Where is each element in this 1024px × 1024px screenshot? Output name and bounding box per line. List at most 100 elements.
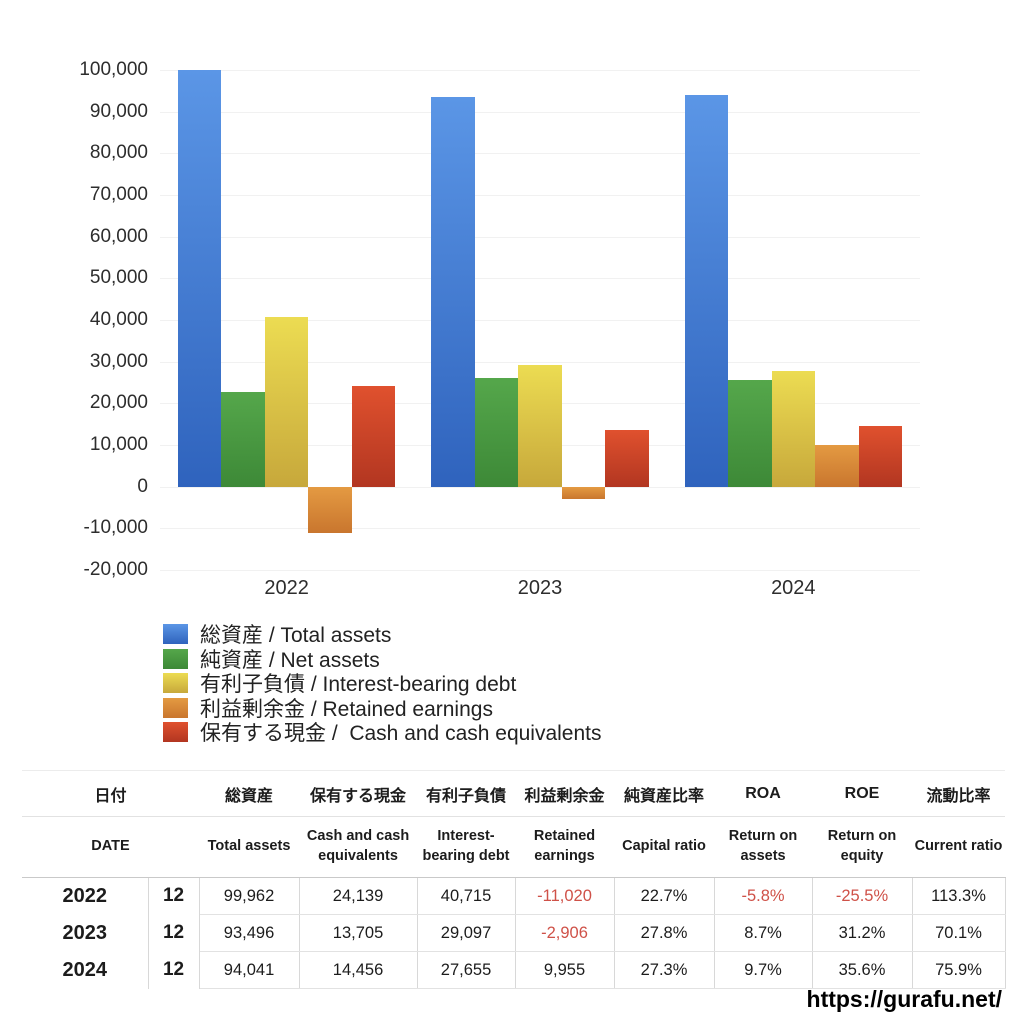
column-header: 総資産 bbox=[199, 770, 300, 817]
cell-value: 93,496 bbox=[199, 914, 300, 952]
column-header: Total assets bbox=[199, 816, 300, 878]
cell-value: 31.2% bbox=[812, 914, 913, 952]
legend-item: 有利子負債 / Interest-bearing debt bbox=[163, 671, 602, 696]
column-header: Current ratio bbox=[912, 816, 1006, 878]
column-header: 保有する現金 bbox=[299, 770, 418, 817]
y-axis-tick: 90,000 bbox=[89, 100, 148, 122]
column-header: 流動比率 bbox=[912, 770, 1006, 817]
bar-2024-series1 bbox=[728, 379, 772, 487]
cell-value: 8.7% bbox=[714, 914, 813, 952]
cell-value: 27.3% bbox=[614, 951, 715, 989]
column-header: DATE bbox=[22, 816, 200, 878]
column-header: ROA bbox=[714, 770, 813, 817]
legend-item: 保有する現金 / Cash and cash equivalents bbox=[163, 720, 602, 745]
cell-value: 14,456 bbox=[299, 951, 418, 989]
gridline bbox=[160, 70, 920, 71]
cell-value: 9,955 bbox=[515, 951, 615, 989]
legend-swatch-icon bbox=[163, 722, 188, 743]
cell-value: 24,139 bbox=[299, 877, 418, 915]
x-axis-label: 2023 bbox=[517, 577, 563, 599]
gridline bbox=[160, 195, 920, 196]
gridline bbox=[160, 278, 920, 280]
cell-value: 40,715 bbox=[417, 877, 516, 915]
y-axis-tick: 10,000 bbox=[89, 434, 148, 455]
chart-legend: 総資産 / Total assets 純資産 / Net assets 有利子負債 … bbox=[163, 622, 602, 745]
column-header: Return on equity bbox=[812, 816, 913, 878]
column-header: ROE bbox=[812, 770, 913, 817]
cell-value: 27,655 bbox=[417, 951, 516, 989]
x-axis-label: 2022 bbox=[264, 577, 309, 599]
gridline bbox=[160, 528, 920, 530]
bar-2023-series1 bbox=[474, 378, 519, 487]
table-header-row-jp: 日付 総資産 保有する現金 有利子負債 利益剰余金 純資産比率 ROA ROE 流動比率 bbox=[22, 770, 1006, 817]
column-header: 有利子負債 bbox=[417, 770, 516, 817]
cell-value: -25.5% bbox=[812, 877, 913, 915]
x-axis-label: 2024 bbox=[771, 577, 816, 599]
bar-2022-series3 bbox=[308, 486, 352, 533]
gridline bbox=[160, 236, 920, 238]
cell-month: 12 bbox=[148, 877, 200, 915]
bar-2023-series3 bbox=[561, 486, 606, 499]
legend-label: 利益剰余金 / Retained earnings bbox=[200, 697, 493, 721]
bar-2024-series0 bbox=[684, 94, 729, 487]
financials-table: 日付 総資産 保有する現金 有利子負債 利益剰余金 純資産比率 ROA ROE 流動比率 DATE… bbox=[22, 770, 1006, 989]
bar-2023-series0 bbox=[431, 97, 475, 487]
y-axis-tick: 100,000 bbox=[79, 59, 148, 80]
y-axis-tick: 0 bbox=[137, 475, 148, 497]
table-header-row-en: DATE Total assets Cash and cash equivalent… bbox=[22, 816, 1006, 878]
gridline bbox=[160, 320, 920, 321]
cell-value: -5.8% bbox=[714, 877, 813, 915]
column-header: 純資産比率 bbox=[614, 770, 715, 817]
cell-value: 13,705 bbox=[299, 914, 418, 952]
bar-2023-series2 bbox=[518, 365, 562, 487]
table-row: 2024 12 94,041 14,456 27,655 9,955 27.3% 9.7% 35… bbox=[22, 951, 1006, 989]
bar-2023-series4 bbox=[605, 429, 649, 487]
column-header: Cash and cash equivalents bbox=[299, 816, 418, 878]
legend-swatch-icon bbox=[163, 648, 188, 669]
cell-value: 22.7% bbox=[614, 877, 715, 915]
site-url: https://gurafu.net/ bbox=[806, 986, 1002, 1012]
y-axis-tick: 40,000 bbox=[89, 309, 148, 330]
cell-value: 99,962 bbox=[199, 877, 300, 915]
cell-year: 2022 bbox=[22, 877, 149, 915]
y-axis-tick: -20,000 bbox=[83, 559, 148, 580]
legend-label: 総資産 / Total assets bbox=[200, 624, 392, 648]
y-axis-tick: 60,000 bbox=[89, 225, 148, 247]
table-row: 2022 12 99,962 24,139 40,715 -11,020 22.7% -5.8… bbox=[22, 877, 1006, 915]
cell-year: 2023 bbox=[22, 914, 149, 952]
bar-2022-series1 bbox=[221, 392, 265, 487]
bar-2024-series3 bbox=[815, 445, 859, 487]
column-header: Return on assets bbox=[714, 816, 813, 878]
bar-2024-series2 bbox=[771, 371, 816, 487]
legend-swatch-icon bbox=[163, 697, 188, 718]
column-header: 利益剰余金 bbox=[515, 770, 615, 817]
bar-2022-series2 bbox=[264, 317, 309, 487]
cell-year: 2024 bbox=[22, 951, 149, 989]
cell-value: 70.1% bbox=[912, 914, 1006, 952]
cell-value: -2,906 bbox=[515, 914, 615, 952]
gridline bbox=[160, 153, 920, 155]
column-header: Capital ratio bbox=[614, 816, 715, 878]
cell-value: 29,097 bbox=[417, 914, 516, 952]
cell-value: 9.7% bbox=[714, 951, 813, 989]
y-axis-tick: 70,000 bbox=[89, 184, 148, 205]
gridline bbox=[160, 486, 920, 488]
y-axis-tick: 50,000 bbox=[89, 267, 148, 289]
y-axis-tick: 30,000 bbox=[89, 350, 148, 372]
y-axis-tick: 80,000 bbox=[89, 142, 148, 164]
legend-swatch-icon bbox=[163, 624, 188, 645]
legend-label: 純資産 / Net assets bbox=[200, 648, 380, 672]
y-axis-tick: -10,000 bbox=[83, 517, 148, 539]
gridline bbox=[160, 570, 920, 571]
legend-item: 純資産 / Net assets bbox=[163, 647, 602, 672]
gridline bbox=[160, 111, 920, 113]
column-header: Retained earnings bbox=[515, 816, 615, 878]
legend-label: 保有する現金 / Cash and cash equivalents bbox=[200, 722, 602, 746]
bar-2024-series4 bbox=[858, 426, 903, 487]
cell-value: -11,020 bbox=[515, 877, 615, 915]
cell-value: 113.3% bbox=[912, 877, 1006, 915]
legend-item: 総資産 / Total assets bbox=[163, 622, 602, 647]
cell-value: 35.6% bbox=[812, 951, 913, 989]
column-header: 日付 bbox=[22, 770, 200, 817]
